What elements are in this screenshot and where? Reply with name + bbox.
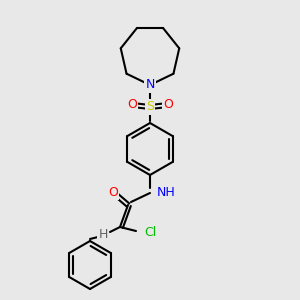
Text: N: N	[145, 79, 155, 92]
Text: NH: NH	[157, 187, 176, 200]
Text: O: O	[127, 98, 137, 112]
Text: S: S	[146, 100, 154, 113]
Text: Cl: Cl	[144, 226, 156, 238]
Text: O: O	[163, 98, 173, 112]
Text: H: H	[98, 229, 108, 242]
Text: O: O	[108, 185, 118, 199]
